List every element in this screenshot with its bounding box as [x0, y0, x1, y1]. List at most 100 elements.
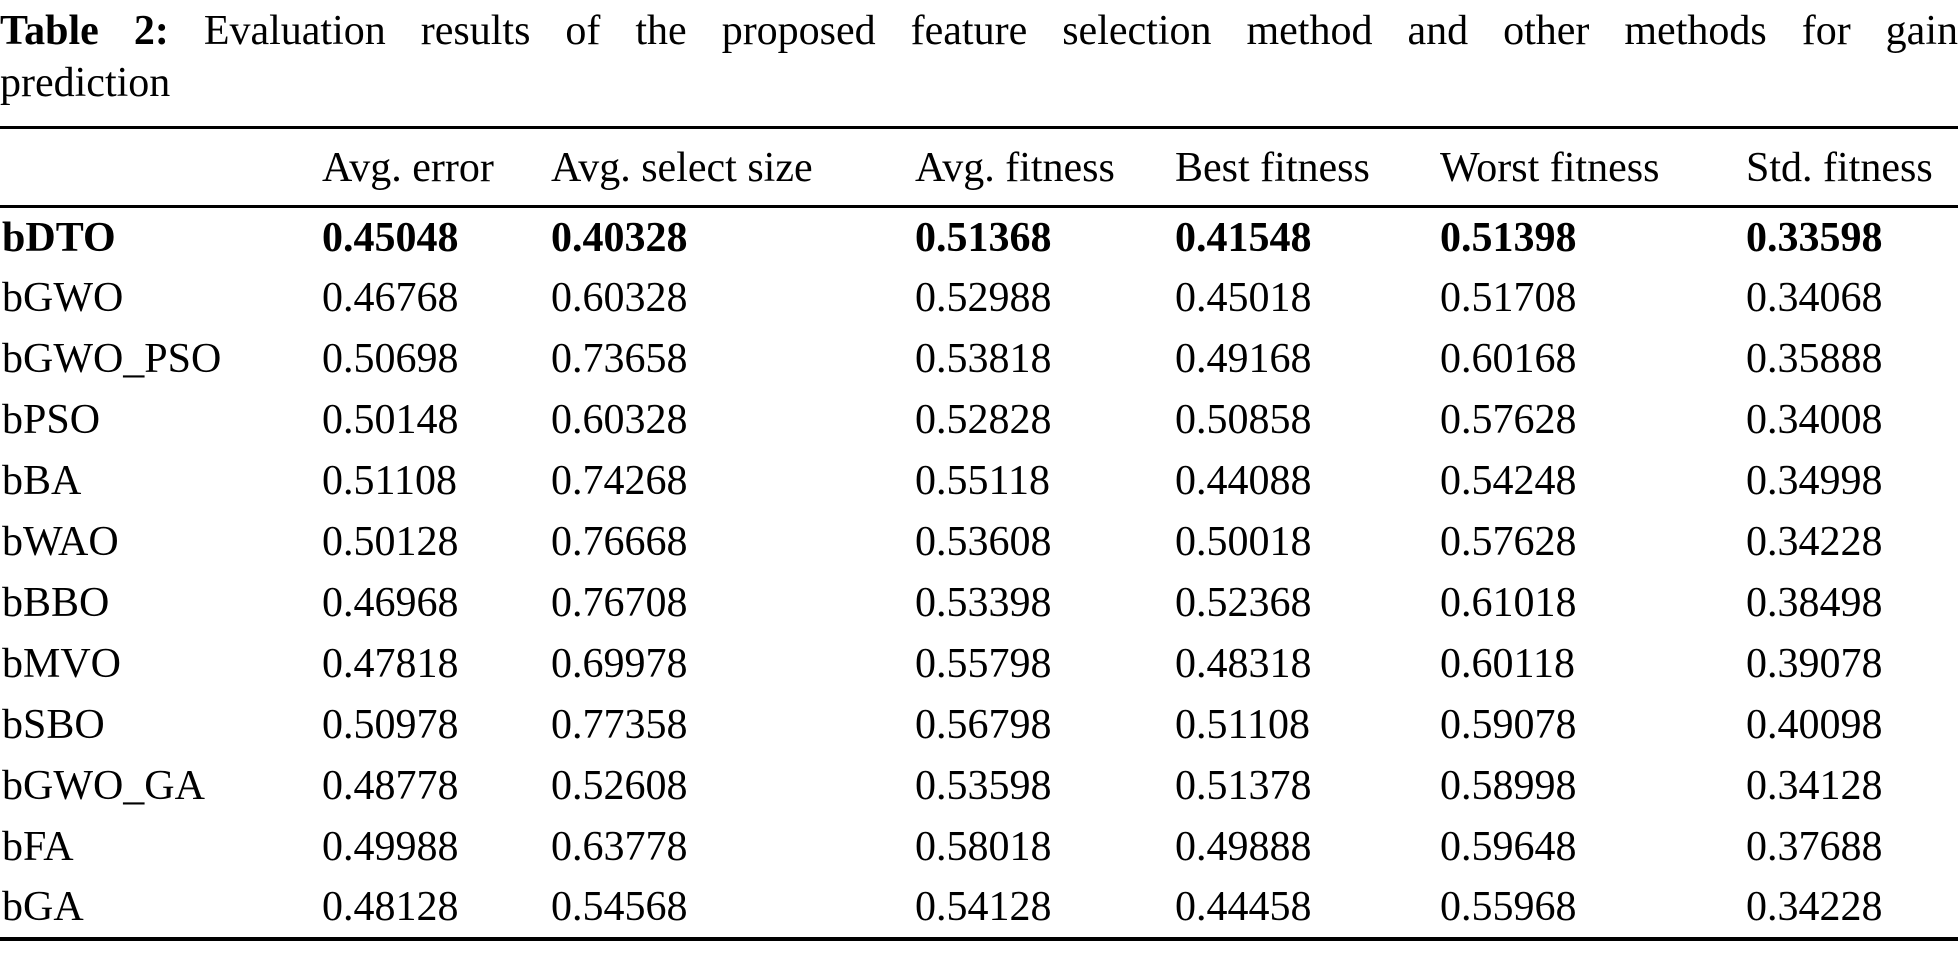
- value-cell: 0.44458: [1175, 884, 1312, 930]
- header-cell: Avg. error: [322, 127, 551, 208]
- value-cell: 0.44088: [1175, 458, 1312, 504]
- value-cell: 0.54128: [915, 884, 1052, 930]
- header-cell: Std. fitness: [1746, 127, 1958, 208]
- value-cell: 0.50698: [322, 336, 459, 382]
- value-cell: 0.76668: [551, 519, 688, 565]
- value-cell: 0.50018: [1175, 519, 1312, 565]
- value-cell: 0.63778: [551, 824, 688, 870]
- value-cell: 0.40328: [551, 214, 688, 261]
- method-cell: bFA: [2, 824, 74, 870]
- value-cell: 0.53818: [915, 336, 1052, 382]
- value-cell: 0.51108: [1175, 702, 1310, 748]
- value-cell: 0.51108: [322, 458, 457, 504]
- value-cell: 0.60118: [1440, 641, 1575, 687]
- value-cell: 0.52368: [1175, 580, 1312, 626]
- value-cell: 0.37688: [1746, 824, 1883, 870]
- value-cell: 0.52828: [915, 397, 1052, 443]
- value-cell: 0.50858: [1175, 397, 1312, 443]
- method-cell: bBBO: [2, 580, 110, 626]
- value-cell: 0.34228: [1746, 884, 1883, 930]
- table-caption-line2: prediction: [0, 60, 171, 106]
- value-cell: 0.59078: [1440, 702, 1577, 748]
- value-cell: 0.40098: [1746, 702, 1883, 748]
- value-cell: 0.50978: [322, 702, 459, 748]
- table-row: bPSO 0.50148 0.60328 0.52828 0.50858 0.57628 0…: [0, 390, 1958, 451]
- value-cell: 0.45018: [1175, 275, 1312, 321]
- header-cell: Worst fitness: [1440, 127, 1746, 208]
- value-cell: 0.52608: [551, 763, 688, 809]
- table-row: bGA 0.48128 0.54568 0.54128 0.44458 0.55968 0.…: [0, 878, 1958, 939]
- value-cell: 0.53608: [915, 519, 1052, 565]
- value-cell: 0.52988: [915, 275, 1052, 321]
- header-cell-method: [0, 127, 322, 208]
- table-row: bGWO_PSO 0.50698 0.73658 0.53818 0.49168 0.60…: [0, 329, 1958, 390]
- method-cell: bBA: [2, 458, 82, 504]
- header-cell: Best fitness: [1175, 127, 1440, 208]
- table-row: bBA 0.51108 0.74268 0.55118 0.44088 0.54248 0.…: [0, 451, 1958, 512]
- value-cell: 0.51398: [1440, 214, 1577, 261]
- table-body: bDTO 0.45048 0.40328 0.51368 0.41548 0.51398 0…: [0, 207, 1958, 939]
- value-cell: 0.50128: [322, 519, 459, 565]
- table-row: bMVO 0.47818 0.69978 0.55798 0.48318 0.60118 0…: [0, 634, 1958, 695]
- method-cell: bGWO_PSO: [2, 336, 222, 382]
- value-cell: 0.60328: [551, 397, 688, 443]
- value-cell: 0.55968: [1440, 884, 1577, 930]
- value-cell: 0.51368: [915, 214, 1052, 261]
- value-cell: 0.49888: [1175, 824, 1312, 870]
- method-cell: bSBO: [2, 702, 105, 748]
- table-caption-text: Evaluation results of the proposed featu…: [203, 8, 1958, 54]
- method-cell: bPSO: [2, 397, 101, 443]
- value-cell: 0.34068: [1746, 275, 1883, 321]
- value-cell: 0.34998: [1746, 458, 1883, 504]
- table-row: bDTO 0.45048 0.40328 0.51368 0.41548 0.51398 0…: [0, 207, 1958, 268]
- value-cell: 0.76708: [551, 580, 688, 626]
- value-cell: 0.47818: [322, 641, 459, 687]
- table-caption-label: Table 2:: [0, 8, 169, 54]
- method-cell: bWAO: [2, 519, 119, 565]
- method-cell: bGWO: [2, 275, 124, 321]
- value-cell: 0.38498: [1746, 580, 1883, 626]
- method-cell: bGWO_GA: [2, 763, 205, 809]
- value-cell: 0.74268: [551, 458, 688, 504]
- value-cell: 0.49168: [1175, 336, 1312, 382]
- value-cell: 0.73658: [551, 336, 688, 382]
- table-row: bFA 0.49988 0.63778 0.58018 0.49888 0.59648 0.…: [0, 817, 1958, 878]
- results-table: Avg. error Avg. select size Avg. fitness Be…: [0, 126, 1958, 941]
- table-row: bBBO 0.46968 0.76708 0.53398 0.52368 0.61018 0…: [0, 573, 1958, 634]
- value-cell: 0.53598: [915, 763, 1052, 809]
- value-cell: 0.48778: [322, 763, 459, 809]
- header-cell: Avg. fitness: [915, 127, 1175, 208]
- value-cell: 0.46768: [322, 275, 459, 321]
- value-cell: 0.48318: [1175, 641, 1312, 687]
- value-cell: 0.35888: [1746, 336, 1883, 382]
- value-cell: 0.34008: [1746, 397, 1883, 443]
- table-row: bWAO 0.50128 0.76668 0.53608 0.50018 0.57628 0…: [0, 512, 1958, 573]
- table-caption: Table 2: Evaluation results of the propo…: [0, 0, 1958, 109]
- value-cell: 0.45048: [322, 214, 459, 261]
- table-caption-line1: Table 2: Evaluation results of the propo…: [0, 5, 1958, 57]
- table-row: bSBO 0.50978 0.77358 0.56798 0.51108 0.59078 0…: [0, 695, 1958, 756]
- value-cell: 0.69978: [551, 641, 688, 687]
- value-cell: 0.58018: [915, 824, 1052, 870]
- value-cell: 0.57628: [1440, 397, 1577, 443]
- value-cell: 0.55118: [915, 458, 1050, 504]
- table-row: bGWO 0.46768 0.60328 0.52988 0.45018 0.51708 0…: [0, 268, 1958, 329]
- value-cell: 0.77358: [551, 702, 688, 748]
- value-cell: 0.46968: [322, 580, 459, 626]
- value-cell: 0.53398: [915, 580, 1052, 626]
- value-cell: 0.34128: [1746, 763, 1883, 809]
- value-cell: 0.56798: [915, 702, 1052, 748]
- value-cell: 0.34228: [1746, 519, 1883, 565]
- value-cell: 0.60168: [1440, 336, 1577, 382]
- table-row: bGWO_GA 0.48778 0.52608 0.53598 0.51378 0.589…: [0, 756, 1958, 817]
- value-cell: 0.51378: [1175, 763, 1312, 809]
- value-cell: 0.54248: [1440, 458, 1577, 504]
- method-cell: bDTO: [2, 214, 116, 261]
- value-cell: 0.58998: [1440, 763, 1577, 809]
- value-cell: 0.55798: [915, 641, 1052, 687]
- value-cell: 0.39078: [1746, 641, 1883, 687]
- method-cell: bGA: [2, 884, 84, 930]
- value-cell: 0.59648: [1440, 824, 1577, 870]
- value-cell: 0.54568: [551, 884, 688, 930]
